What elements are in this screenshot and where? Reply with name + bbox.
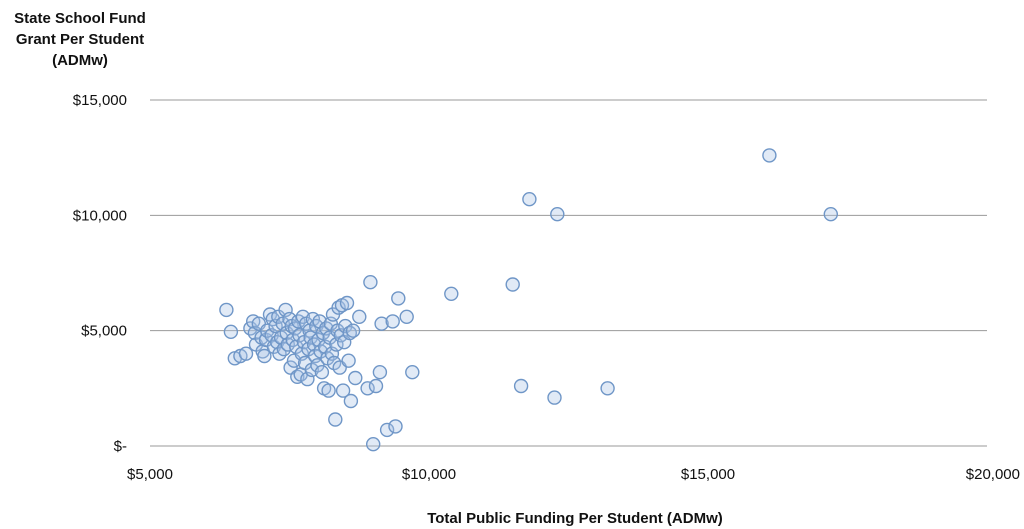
x-tick-label: $5,000 xyxy=(127,466,173,483)
data-point xyxy=(547,390,562,405)
data-point xyxy=(219,302,234,318)
y-axis-title: State School Fund Grant Per Student (ADM… xyxy=(14,10,146,69)
data-point xyxy=(363,275,378,290)
data-point xyxy=(345,323,361,338)
data-point xyxy=(368,378,384,394)
data-point xyxy=(339,295,355,311)
y-tick-labels: $- $5,000 $10,000 $15,000 xyxy=(73,92,127,455)
data-point xyxy=(328,412,343,427)
x-tick-labels: $5,000 $10,000 $15,000 $20,000 xyxy=(127,466,1020,483)
data-point xyxy=(223,324,239,339)
data-point xyxy=(341,353,356,368)
data-point xyxy=(522,191,537,207)
data-point xyxy=(385,314,400,329)
data-point xyxy=(257,348,272,364)
y-tick-label: $- xyxy=(114,438,127,455)
data-point xyxy=(314,365,330,380)
x-axis-title: Total Public Funding Per Student (ADMw) xyxy=(427,510,723,527)
data-point xyxy=(388,419,403,434)
x-tick-label: $20,000 xyxy=(966,466,1020,483)
y-tick-label: $5,000 xyxy=(81,323,127,340)
data-point xyxy=(513,378,529,394)
x-tick-label: $15,000 xyxy=(681,466,735,483)
data-point xyxy=(600,381,615,396)
data-point xyxy=(374,316,389,331)
data-point xyxy=(360,381,375,396)
data-point xyxy=(379,422,395,438)
data-point xyxy=(550,206,565,222)
data-point xyxy=(372,365,388,380)
data-point xyxy=(505,277,520,292)
data-point xyxy=(352,309,367,324)
y-tick-label: $10,000 xyxy=(73,207,127,224)
data-point xyxy=(823,206,838,222)
x-tick-label: $10,000 xyxy=(402,466,456,483)
data-point xyxy=(238,346,254,361)
y-axis-title-line-2: Grant Per Student xyxy=(16,31,144,48)
data-point xyxy=(399,309,414,324)
data-point xyxy=(391,291,406,306)
y-axis-title-line-1: State School Fund xyxy=(14,10,146,27)
data-point xyxy=(405,365,420,380)
gridlines xyxy=(150,99,987,447)
data-point xyxy=(366,437,381,452)
data-point xyxy=(762,148,777,163)
data-point xyxy=(343,393,359,409)
y-tick-label: $15,000 xyxy=(73,92,127,109)
data-point xyxy=(348,370,363,386)
data-points xyxy=(219,148,838,452)
data-point xyxy=(321,383,336,398)
data-point xyxy=(444,286,459,301)
data-point xyxy=(335,383,351,398)
y-axis-title-line-3: (ADMw) xyxy=(52,52,108,69)
